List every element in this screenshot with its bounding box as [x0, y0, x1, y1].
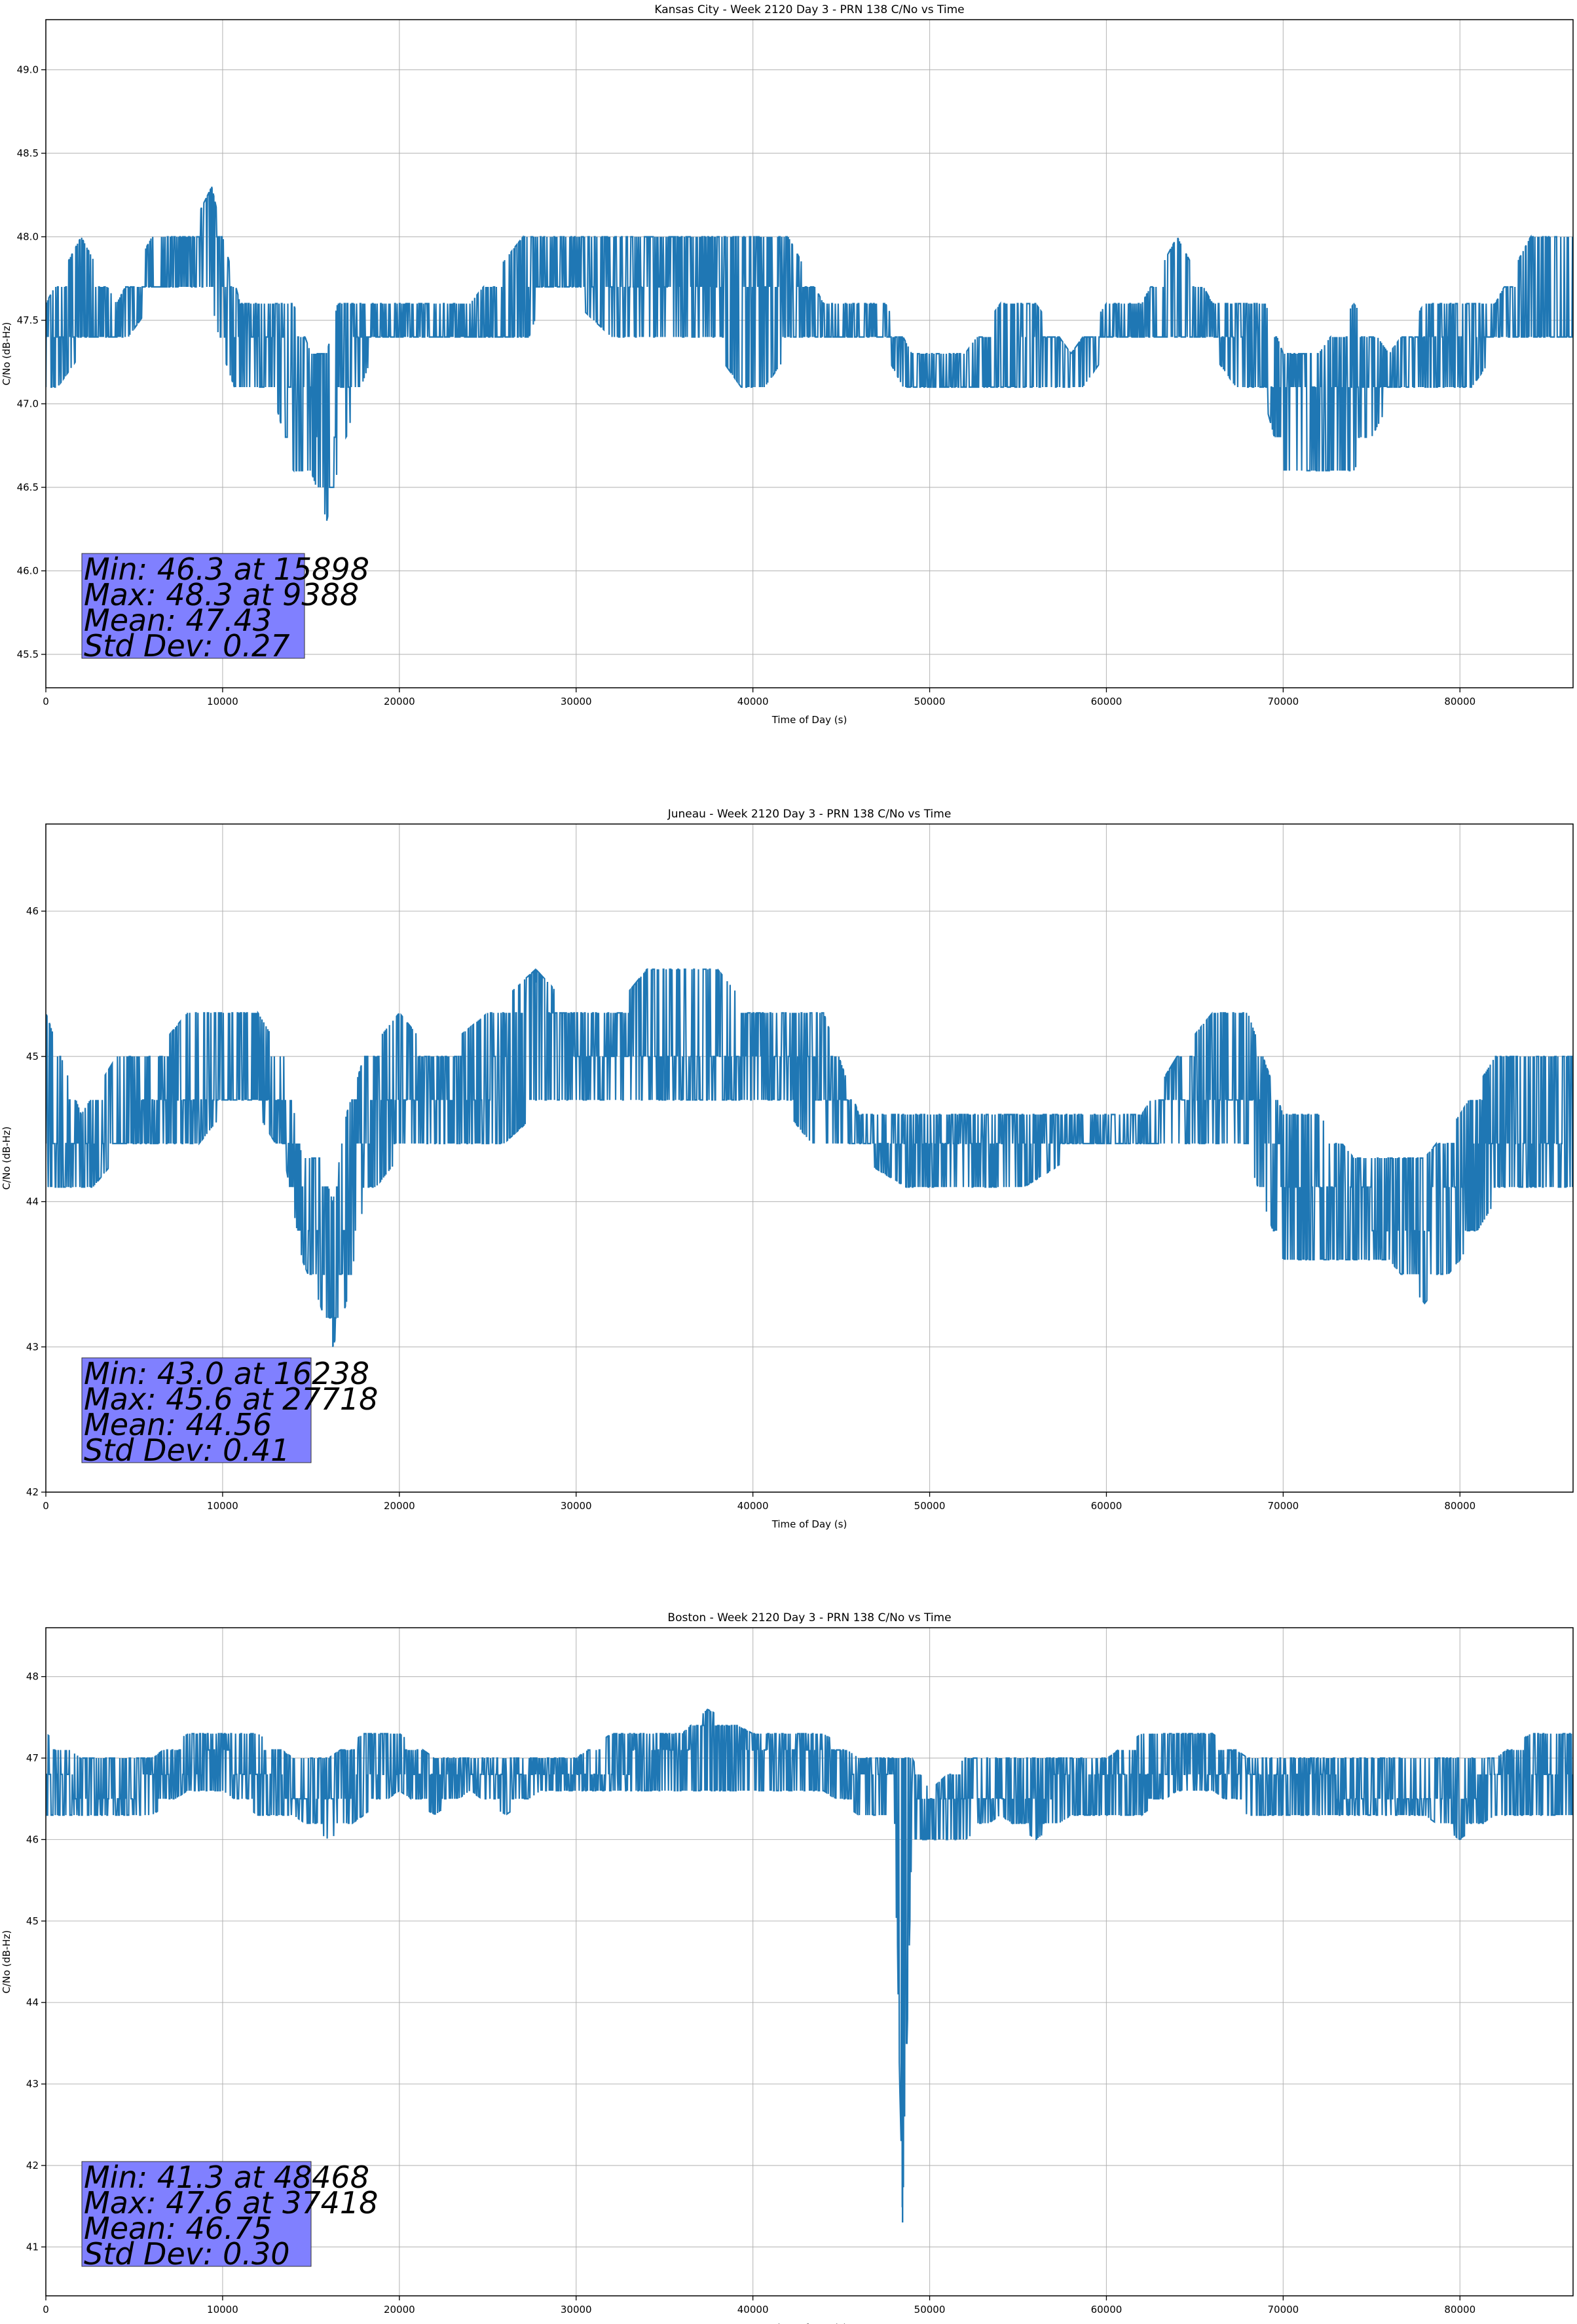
x-tick-label: 0 — [43, 2304, 49, 2315]
x-axis-label: Time of Day (s) — [771, 714, 847, 726]
x-tick-label: 50000 — [914, 696, 946, 707]
x-tick-label: 30000 — [561, 696, 592, 707]
signal-trace — [46, 967, 1573, 1347]
y-tick-label: 42 — [26, 2160, 39, 2171]
y-tick-label: 44 — [26, 1196, 39, 1208]
x-tick-label: 20000 — [384, 696, 415, 707]
y-tick-label: 43 — [26, 2078, 39, 2090]
x-tick-label: 80000 — [1444, 2304, 1475, 2315]
x-axis-label: Time of Day (s) — [771, 1518, 847, 1530]
stats-line: Mean: 47.43 — [84, 603, 272, 638]
y-tick-label: 45 — [26, 1915, 39, 1927]
axes-frame — [45, 19, 1574, 688]
stats-line: Std Dev: 0.30 — [84, 2236, 290, 2272]
x-tick-label: 80000 — [1444, 1500, 1475, 1512]
chart-panel-1: 0 10000 20000 30000 40000 50000 60000 70000 8000… — [1, 808, 1574, 1530]
stats-box-background — [81, 2161, 312, 2267]
stats-line: Min: 43.0 at 16238 — [84, 1356, 369, 1391]
x-tick-label: 60000 — [1091, 1500, 1122, 1512]
y-axis-label: C/No (dB-Hz) — [1, 1127, 12, 1190]
signal-trace — [46, 187, 1573, 519]
chart-panel-2: 0 10000 20000 30000 40000 50000 60000 70000 8000… — [1, 1611, 1574, 2324]
y-tick-label: 44 — [26, 1996, 39, 2008]
x-tick-label: 70000 — [1267, 696, 1299, 707]
stats-line: Min: 46.3 at 15898 — [84, 552, 369, 587]
x-tick-label: 20000 — [384, 2304, 415, 2315]
stats-box-background — [81, 1357, 312, 1463]
stats-line: Mean: 46.75 — [84, 2211, 272, 2246]
x-tick-label: 10000 — [207, 696, 238, 707]
x-tick-label: 80000 — [1444, 696, 1475, 707]
x-tick-label: 20000 — [384, 1500, 415, 1512]
x-tick-label: 40000 — [737, 1500, 769, 1512]
chart-panel-0: 0 10000 20000 30000 40000 50000 60000 70000 8000… — [1, 3, 1574, 726]
stats-box-background — [81, 553, 305, 659]
y-tick-label: 48.5 — [17, 147, 39, 159]
y-tick-label: 48.0 — [17, 231, 39, 243]
y-tick-label: 46.5 — [17, 481, 39, 493]
x-tick-label: 60000 — [1091, 2304, 1122, 2315]
y-tick-label: 43 — [26, 1341, 39, 1353]
y-tick-label: 49.0 — [17, 64, 39, 76]
x-tick-label: 10000 — [207, 2304, 238, 2315]
x-tick-label: 50000 — [914, 2304, 946, 2315]
y-tick-label: 41 — [26, 2241, 39, 2253]
x-tick-label: 50000 — [914, 1500, 946, 1512]
stats-line: Max: 45.6 at 27718 — [84, 1381, 378, 1417]
stats-line: Min: 41.3 at 48468 — [84, 2160, 369, 2195]
x-tick-label: 70000 — [1267, 1500, 1299, 1512]
stats-line: Mean: 44.56 — [84, 1407, 272, 1442]
x-tick-label: 40000 — [737, 696, 769, 707]
axes-frame — [45, 1627, 1574, 2296]
y-tick-label: 48 — [26, 1671, 39, 1683]
y-axis-label: C/No (dB-Hz) — [1, 1930, 12, 1994]
axes-frame — [45, 823, 1574, 1493]
y-tick-label: 47.5 — [17, 314, 39, 326]
chart-title: Boston - Week 2120 Day 3 - PRN 138 C/No … — [667, 1611, 951, 1624]
x-tick-label: 0 — [43, 1500, 49, 1512]
x-tick-label: 60000 — [1091, 696, 1122, 707]
signal-trace — [46, 1708, 1573, 2207]
y-tick-label: 46 — [26, 905, 39, 917]
x-tick-label: 70000 — [1267, 2304, 1299, 2315]
y-tick-label: 47 — [26, 1752, 39, 1764]
stats-line: Std Dev: 0.27 — [84, 628, 290, 664]
y-tick-label: 46.0 — [17, 565, 39, 577]
x-tick-label: 30000 — [561, 1500, 592, 1512]
y-tick-label: 46 — [26, 1833, 39, 1845]
y-tick-label: 45.5 — [17, 648, 39, 660]
x-tick-label: 10000 — [207, 1500, 238, 1512]
y-tick-label: 47.0 — [17, 398, 39, 410]
x-tick-label: 40000 — [737, 2304, 769, 2315]
y-axis-label: C/No (dB-Hz) — [1, 322, 12, 386]
x-axis-label: Time of Day (s) — [771, 2322, 847, 2324]
x-tick-label: 30000 — [561, 2304, 592, 2315]
y-tick-label: 42 — [26, 1486, 39, 1498]
x-tick-label: 0 — [43, 696, 49, 707]
stats-line: Max: 48.3 at 9388 — [84, 577, 359, 612]
chart-title: Juneau - Week 2120 Day 3 - PRN 138 C/No … — [667, 808, 952, 821]
stats-line: Max: 47.6 at 37418 — [84, 2185, 378, 2221]
y-tick-label: 45 — [26, 1051, 39, 1062]
chart-title: Kansas City - Week 2120 Day 3 - PRN 138 … — [654, 3, 964, 16]
stats-line: Std Dev: 0.41 — [84, 1433, 290, 1468]
